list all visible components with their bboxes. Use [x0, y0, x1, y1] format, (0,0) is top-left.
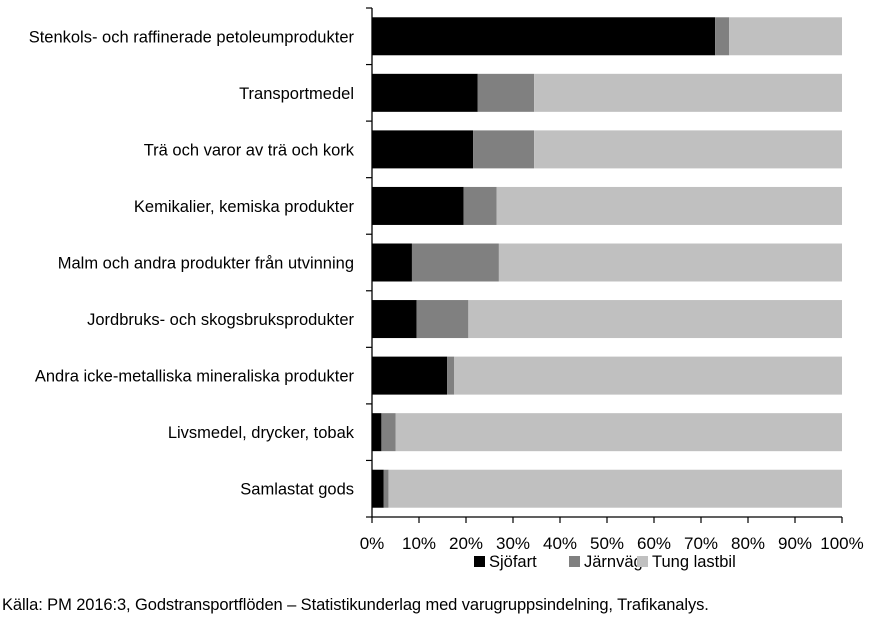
bar-segment-8-series-2 — [381, 413, 396, 452]
bar-segment-8-series-1 — [372, 413, 382, 452]
bar-segment-6-series-1 — [372, 300, 417, 339]
legend-swatch-3 — [637, 556, 648, 567]
category-labels: Stenkols- och raffinerade petoleumproduk… — [29, 28, 355, 498]
bar-segment-4-series-1 — [372, 186, 464, 225]
bar-segment-6-series-2 — [416, 300, 469, 339]
legend-label-2: Järnväg — [584, 553, 643, 571]
legend-swatch-1 — [474, 556, 485, 567]
category-label: Andra icke-metalliska mineraliska produk… — [35, 368, 355, 386]
category-label: Malm och andra produkter från utvinning — [58, 255, 354, 273]
bar-segment-6-series-3 — [468, 300, 842, 339]
category-label: Trä och varor av trä och kork — [144, 141, 355, 159]
legend-label-3: Tung lastbil — [652, 553, 736, 571]
x-tick-label: 40% — [543, 534, 577, 553]
bar-segment-5-series-2 — [411, 243, 499, 282]
bar-segment-3-series-2 — [473, 130, 535, 169]
category-label: Livsmedel, drycker, tobak — [168, 424, 355, 442]
bar-segment-4-series-3 — [496, 186, 842, 225]
bar-segment-9-series-2 — [383, 469, 389, 508]
bar-segment-5-series-3 — [498, 243, 842, 282]
legend-label-1: Sjöfart — [489, 553, 537, 571]
x-tick-label: 70% — [684, 534, 718, 553]
legend-swatch-2 — [569, 556, 580, 567]
bar-segment-9-series-3 — [388, 469, 842, 508]
x-tick-label: 20% — [449, 534, 483, 553]
axes — [366, 7, 843, 523]
bar-segment-7-series-1 — [372, 356, 448, 395]
x-tick-label: 10% — [402, 534, 436, 553]
x-tick-label: 80% — [731, 534, 765, 553]
bar-segment-2-series-3 — [534, 73, 842, 112]
x-tick-labels: 0% 10% 20% 30% 40% 50% 60% 70% 80% 90% 100% — [360, 534, 864, 553]
bars-group — [372, 17, 842, 508]
category-label: Samlastat gods — [240, 481, 354, 499]
x-tick-label: 90% — [778, 534, 812, 553]
x-tick-label: 100% — [820, 534, 863, 553]
bar-segment-3-series-3 — [534, 130, 842, 169]
legend: Sjöfart Järnväg Tung lastbil — [474, 553, 736, 571]
bar-segment-4-series-2 — [463, 186, 497, 225]
category-label: Stenkols- och raffinerade petoleumproduk… — [29, 28, 355, 46]
bar-segment-5-series-1 — [372, 243, 412, 282]
category-label: Transportmedel — [239, 85, 354, 103]
category-label: Kemikalier, kemiska produkter — [134, 198, 355, 216]
bar-segment-8-series-3 — [395, 413, 842, 452]
category-label: Jordbruks- och skogsbruksprodukter — [87, 311, 354, 329]
bar-segment-2-series-2 — [477, 73, 535, 112]
x-tick-label: 50% — [590, 534, 624, 553]
bar-segment-7-series-3 — [454, 356, 842, 395]
bar-segment-1-series-1 — [372, 17, 716, 56]
bar-segment-3-series-1 — [372, 130, 474, 169]
bar-segment-2-series-1 — [372, 73, 478, 112]
bar-segment-1-series-3 — [729, 17, 842, 56]
bar-segment-1-series-2 — [715, 17, 730, 56]
x-tick-label: 60% — [637, 534, 671, 553]
x-tick-label: 0% — [360, 534, 385, 553]
bar-segment-9-series-1 — [372, 469, 384, 508]
x-tick-label: 30% — [496, 534, 530, 553]
stacked-bar-chart: Stenkols- och raffinerade petoleumproduk… — [29, 7, 864, 571]
bar-segment-7-series-2 — [447, 356, 455, 395]
source-note: Källa: PM 2016:3, Godstransportflöden – … — [2, 596, 709, 614]
